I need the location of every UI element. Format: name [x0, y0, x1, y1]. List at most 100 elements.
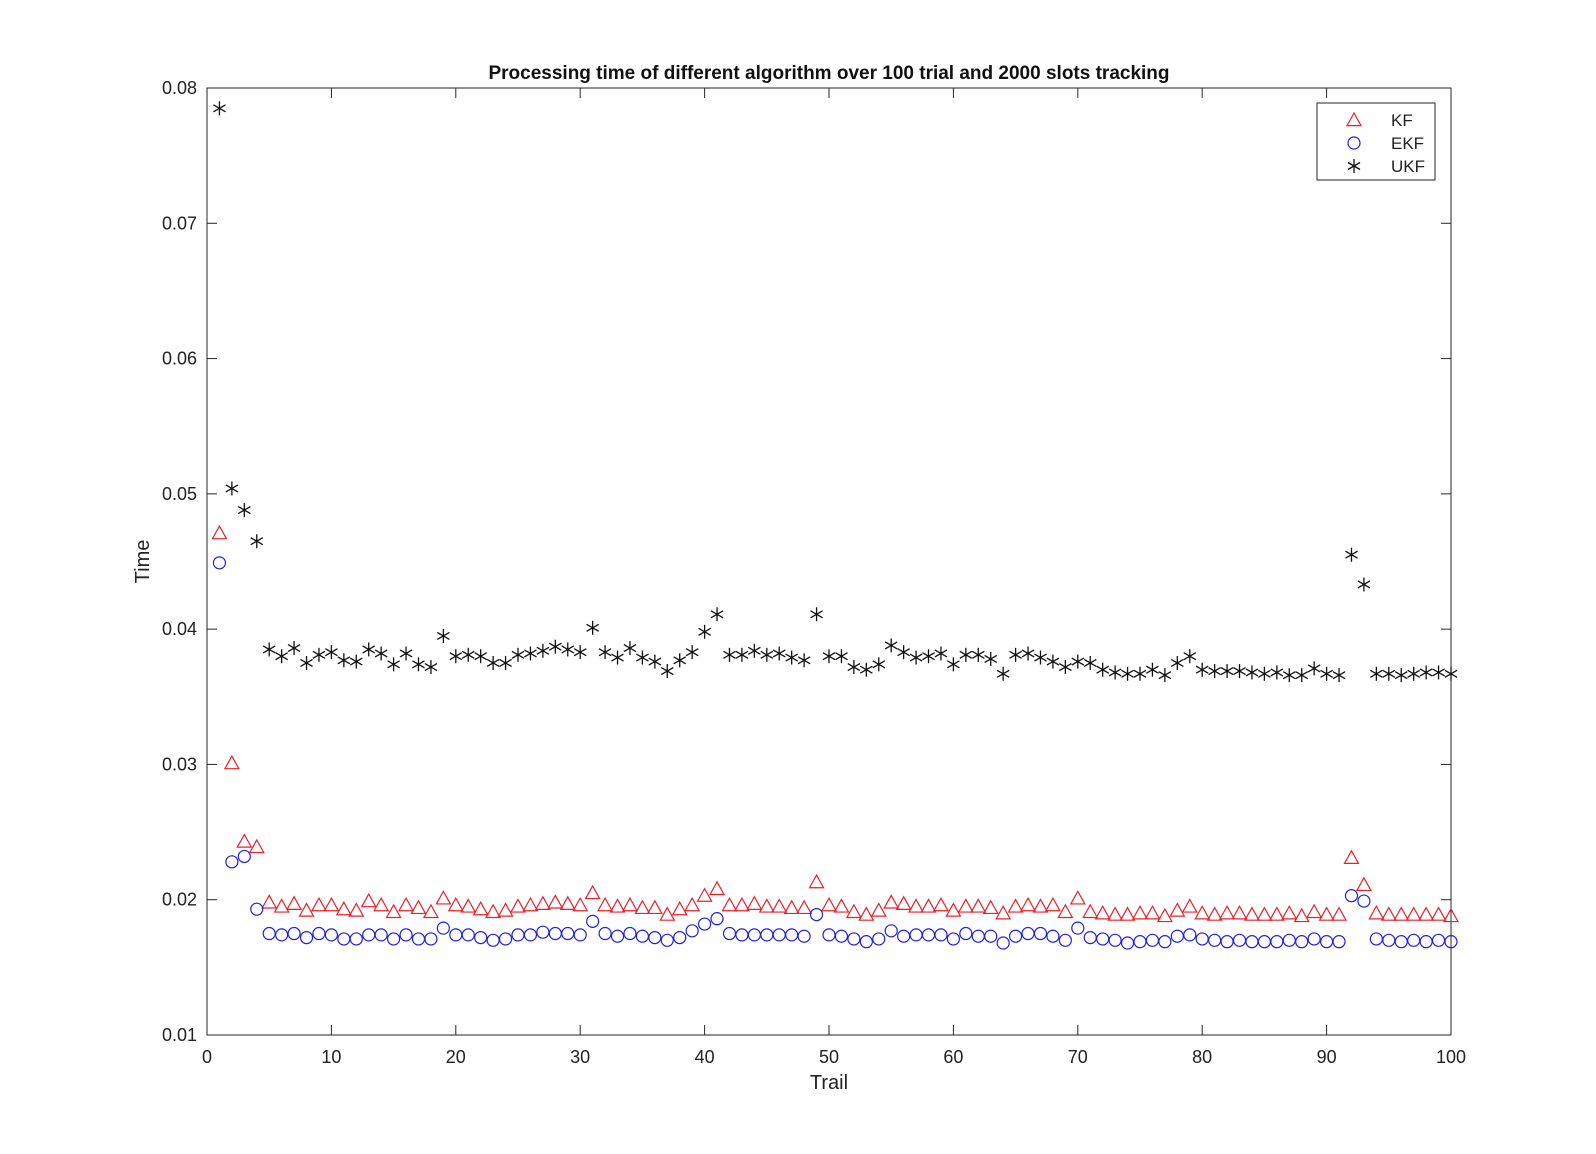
ekf-point — [959, 926, 973, 941]
ukf-point — [337, 653, 351, 668]
kf-point — [1442, 907, 1460, 923]
x-tick-label: 10 — [321, 1047, 341, 1067]
kf-point — [360, 892, 377, 908]
ukf-point — [947, 657, 960, 672]
ukf-point — [374, 646, 388, 661]
legend-label-kf: KF — [1391, 111, 1413, 130]
y-axis-tick-labels: 0.01 0.02 0.03 0.04 0.05 0.06 0.07 0.08 — [162, 78, 197, 1045]
ukf-point — [747, 643, 761, 658]
kf-point — [1380, 906, 1397, 921]
ekf-point — [834, 929, 849, 943]
legend-item-kf[interactable]: KF — [1345, 111, 1413, 130]
ukf-point — [524, 646, 537, 661]
kf-point — [1069, 890, 1086, 905]
kf-point — [485, 903, 502, 919]
legend-item-ukf[interactable]: UKF — [1347, 157, 1425, 176]
kf-point — [870, 902, 887, 917]
kf-point — [1032, 898, 1049, 913]
kf-point — [572, 896, 589, 912]
kf-point — [858, 906, 875, 921]
ukf-point — [312, 647, 326, 662]
ukf-point — [225, 481, 239, 496]
kf-point — [435, 890, 452, 905]
kf-point — [783, 899, 800, 915]
ekf-point — [1033, 926, 1048, 941]
kf-point — [982, 899, 999, 915]
y-tick-label: 0.08 — [162, 78, 197, 98]
series-kf — [211, 524, 1460, 923]
ukf-point — [934, 646, 948, 661]
kf-point — [1306, 903, 1323, 919]
x-tick-label: 100 — [1436, 1047, 1466, 1067]
ekf-point — [685, 924, 699, 938]
kf-point — [895, 895, 912, 910]
ukf-point — [1394, 668, 1408, 683]
ukf-point — [673, 653, 687, 668]
ekf-point — [1158, 935, 1172, 949]
ukf-point — [1195, 662, 1209, 677]
ukf-point — [1407, 666, 1421, 681]
kf-point — [410, 899, 427, 915]
ukf-point — [1121, 666, 1134, 681]
ukf-point — [996, 666, 1010, 681]
ekf-point — [399, 928, 413, 942]
ekf-point — [1444, 935, 1458, 949]
kf-point — [646, 899, 663, 915]
kf-point — [1094, 905, 1111, 920]
kf-point — [932, 896, 949, 912]
y-tick-label: 0.05 — [162, 484, 197, 504]
kf-point — [1293, 907, 1310, 923]
kf-point — [298, 902, 315, 917]
ukf-point — [1320, 666, 1333, 681]
kf-point — [1057, 903, 1074, 919]
ukf-point — [822, 649, 836, 664]
ukf-point — [499, 655, 512, 670]
kf-point — [522, 896, 539, 912]
ukf-point — [922, 649, 935, 664]
kf-point — [597, 896, 614, 912]
ukf-point — [760, 647, 774, 662]
ekf-point — [946, 932, 961, 946]
kf-point — [733, 896, 750, 912]
x-tick-label: 20 — [446, 1047, 466, 1067]
kf-point — [609, 898, 626, 913]
ukf-point — [1108, 665, 1122, 680]
kf-point — [845, 903, 862, 919]
ukf-point — [1046, 654, 1060, 669]
ukf-point — [1220, 664, 1234, 679]
ukf-point — [387, 657, 400, 672]
ekf-point — [697, 917, 712, 931]
ukf-point — [262, 642, 276, 657]
x-tick-label: 90 — [1317, 1047, 1337, 1067]
kf-point — [1082, 903, 1099, 919]
ekf-point — [648, 930, 662, 945]
legend[interactable]: KF EKF UKF — [1316, 102, 1436, 181]
ukf-point — [872, 657, 886, 672]
kf-point — [796, 899, 813, 915]
ukf-point — [1295, 668, 1309, 683]
kf-point — [758, 898, 775, 913]
ukf-point — [1021, 646, 1035, 661]
ukf-point — [275, 649, 289, 664]
ukf-point — [810, 607, 823, 622]
kf-point — [547, 894, 564, 909]
kf-point — [1156, 907, 1173, 923]
ukf-point — [1444, 666, 1458, 681]
ekf-point — [847, 932, 861, 946]
ukf-point — [735, 647, 749, 662]
ukf-point — [598, 645, 612, 660]
kf-point — [671, 900, 688, 916]
ukf-point — [1282, 668, 1296, 683]
ekf-point — [1357, 894, 1371, 908]
kf-point — [559, 895, 576, 910]
legend-item-ekf[interactable]: EKF — [1347, 134, 1424, 153]
ukf-point — [1419, 665, 1433, 680]
kf-point — [509, 898, 527, 913]
kf-point — [422, 903, 439, 919]
ekf-point — [1071, 921, 1085, 935]
legend-marker-ukf — [1347, 159, 1361, 173]
ukf-point — [636, 650, 649, 665]
kf-point — [1206, 906, 1223, 921]
x-tick-label: 0 — [202, 1047, 212, 1067]
legend-marker-ekf — [1347, 136, 1361, 150]
